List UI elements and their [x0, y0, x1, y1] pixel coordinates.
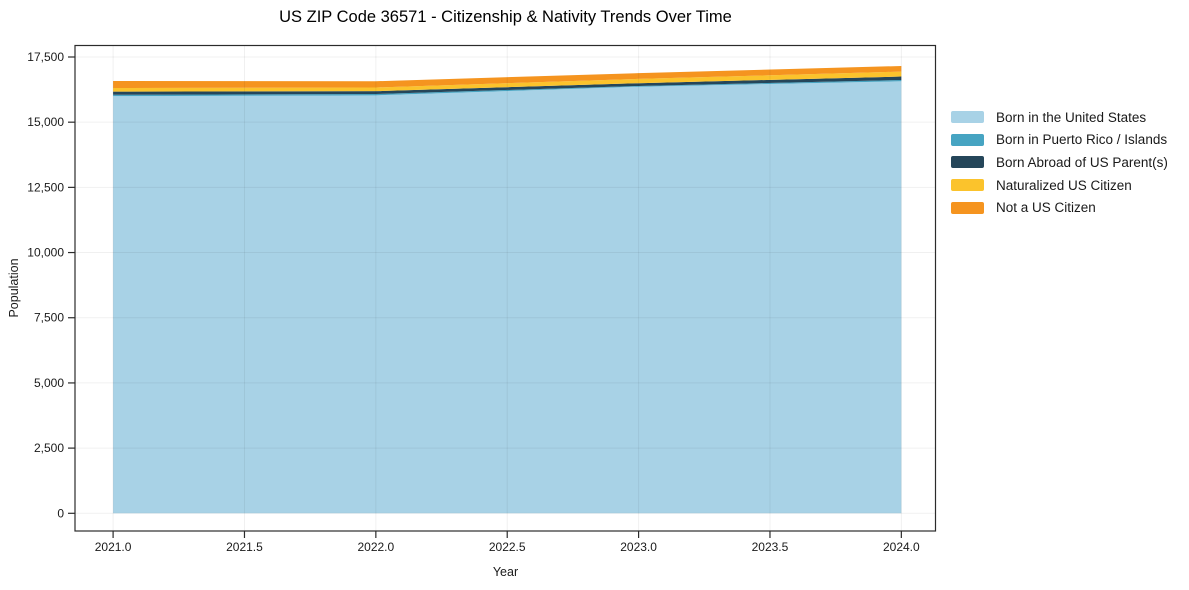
legend-item-4: Not a US Citizen: [951, 196, 1168, 219]
area-series-0: [113, 81, 902, 514]
legend-item-1: Born in Puerto Rico / Islands: [951, 129, 1168, 152]
area-series-3: [113, 71, 902, 92]
legend-item-2: Born Abroad of US Parent(s): [951, 151, 1168, 174]
legend-item-3: Naturalized US Citizen: [951, 174, 1168, 197]
legend-swatch-icon: [951, 111, 984, 124]
legend: Born in the United States Born in Puerto …: [951, 106, 1168, 219]
x-tick-label: 2023.0: [620, 540, 657, 554]
legend-item-0: Born in the United States: [951, 106, 1168, 129]
y-tick-label: 10,000: [27, 246, 64, 260]
legend-swatch-icon: [951, 156, 984, 169]
legend-label: Naturalized US Citizen: [996, 177, 1132, 193]
y-tick-label: 0: [57, 506, 64, 520]
x-tick-label: 2022.5: [489, 540, 526, 554]
legend-label: Not a US Citizen: [996, 200, 1096, 216]
x-tick-label: 2023.5: [752, 540, 789, 554]
legend-label: Born in the United States: [996, 109, 1147, 125]
plot-border: [74, 44, 937, 532]
y-axis-title: Population: [7, 258, 21, 318]
legend-swatch-icon: [951, 133, 984, 146]
area-series-2: [113, 76, 902, 95]
y-tick-label: 5,000: [34, 376, 64, 390]
legend-label: Born Abroad of US Parent(s): [996, 154, 1168, 170]
x-tick-label: 2024.0: [883, 540, 920, 554]
legend-label: Born in Puerto Rico / Islands: [996, 132, 1168, 148]
y-tick-label: 12,500: [27, 180, 64, 194]
y-tick-label: 2,500: [34, 441, 64, 455]
legend-swatch-icon: [951, 201, 984, 214]
y-tick-label: 7,500: [34, 311, 64, 325]
legend-swatch-icon: [951, 179, 984, 192]
y-tick-label: 15,000: [27, 115, 64, 129]
x-tick-label: 2021.0: [95, 540, 132, 554]
x-axis-title: Year: [492, 565, 519, 579]
y-tick-label: 17,500: [27, 50, 64, 64]
area-series-4: [113, 65, 902, 89]
x-tick-label: 2021.5: [226, 540, 263, 554]
chart-title: US ZIP Code 36571 - Citizenship & Nativi…: [279, 8, 732, 26]
x-tick-label: 2022.0: [357, 540, 394, 554]
